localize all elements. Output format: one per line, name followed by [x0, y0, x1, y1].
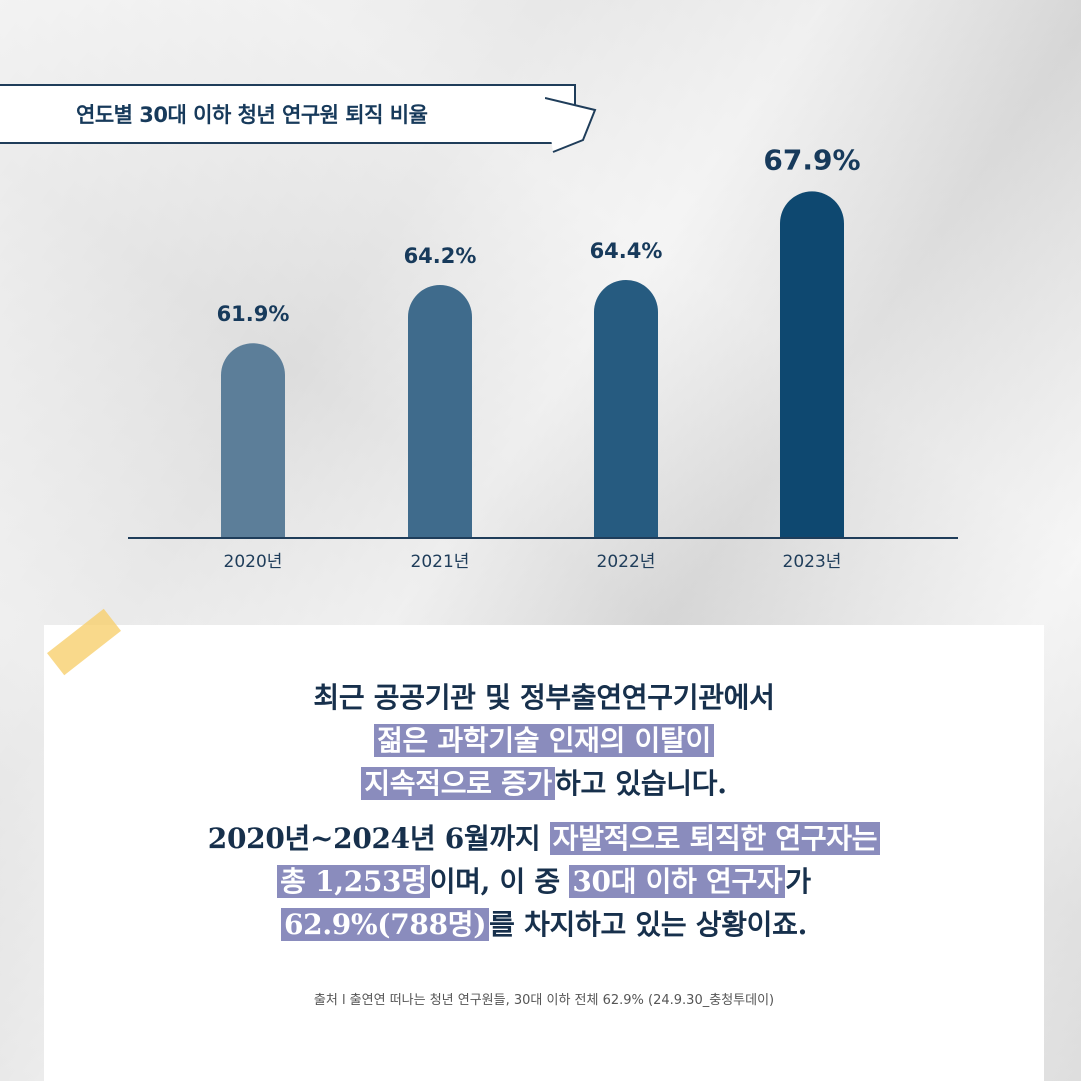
- chart-title: 연도별 30대 이하 청년 연구원 퇴직 비율: [76, 103, 428, 127]
- summary-paragraph-1: 최근 공공기관 및 정부출연연구기관에서 젊은 과학기술 인재의 이탈이 지속적…: [44, 676, 1044, 805]
- x-tick-label: 2021년: [411, 552, 470, 572]
- data-label: 61.9%: [217, 302, 290, 326]
- bar-2022년: [594, 279, 658, 538]
- summary-line: 최근 공공기관 및 정부출연연구기관에서: [44, 676, 1044, 719]
- summary-line: 지속적으로 증가 하고 있습니다.: [44, 762, 1044, 805]
- bar-chart: 61.9% 2020년 64.2% 2021년 64.4% 2022년 67.9% 2023년: [128, 143, 958, 572]
- highlighted-text: 총 1,253명: [277, 865, 430, 898]
- summary-line: 62.9%(788명) 를 차지하고 있는 상황이죠.: [44, 903, 1044, 946]
- highlighted-text: 62.9%(788명): [280, 908, 490, 941]
- summary-line: 젊은 과학기술 인재의 이탈이: [44, 719, 1044, 762]
- source-citation: 출처 l 출연연 떠나는 청년 연구원들, 30대 이하 전체 62.9% (2…: [313, 993, 775, 1008]
- highlighted-text: 30대 이하 연구자: [569, 865, 786, 898]
- x-tick-label: 2020년: [224, 552, 283, 572]
- summary-text: 최근 공공기관 및 정부출연연구기관에서: [313, 681, 775, 714]
- title-box-fold-corner: [545, 97, 597, 153]
- summary-line: 총 1,253명 이며, 이 중 30대 이하 연구자 가: [44, 860, 1044, 903]
- chart-title-box: 연도별 30대 이하 청년 연구원 퇴직 비율: [0, 84, 576, 144]
- bar-2020년: [221, 343, 285, 538]
- summary-text: 를 차지하고 있는 상황이죠.: [489, 908, 808, 941]
- highlighted-text: 자발적으로 퇴직한 연구자는: [549, 822, 881, 855]
- highlighted-text: 지속적으로 증가: [361, 767, 555, 800]
- data-label: 64.2%: [404, 244, 477, 268]
- summary-text: 2020년~2024년 6월까지: [207, 822, 550, 855]
- x-tick-label: 2023년: [783, 552, 842, 572]
- summary-text: 이며, 이 중: [429, 865, 570, 898]
- x-tick-label: 2022년: [597, 552, 656, 572]
- summary-text: 가: [785, 865, 811, 898]
- data-label: 67.9%: [763, 143, 860, 176]
- summary-paragraph-2: 2020년~2024년 6월까지 자발적으로 퇴직한 연구자는 총 1,253명…: [44, 817, 1044, 946]
- data-label: 64.4%: [590, 239, 663, 263]
- bar-2023년: [780, 191, 844, 538]
- highlighted-text: 젊은 과학기술 인재의 이탈이: [374, 724, 714, 757]
- summary-text: 하고 있습니다.: [555, 767, 727, 800]
- summary-line: 2020년~2024년 6월까지 자발적으로 퇴직한 연구자는: [44, 817, 1044, 860]
- bar-2021년: [408, 285, 472, 538]
